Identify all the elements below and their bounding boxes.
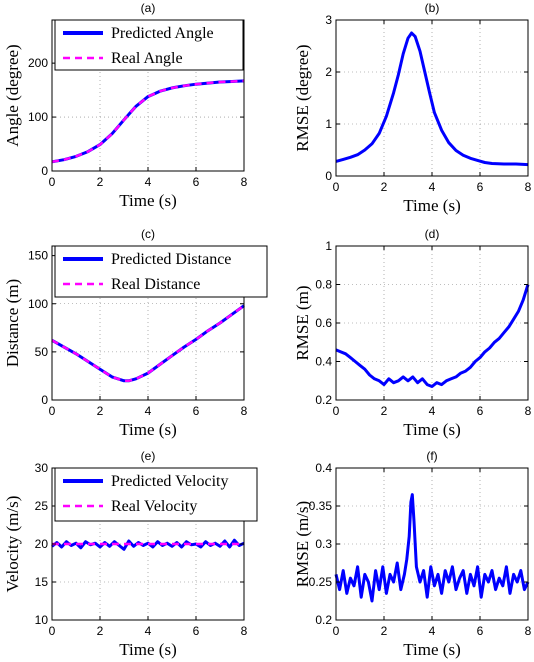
x-tick-label: 2 [97, 624, 104, 638]
y-axis-label: Velocity (m/s) [3, 496, 22, 593]
x-tick-label: 4 [429, 624, 436, 638]
series-real-line [51, 79, 245, 163]
panel-letter: (a) [141, 1, 156, 15]
x-axis-label: Time (s) [119, 420, 176, 439]
x-tick-label: 8 [241, 624, 248, 638]
x-tick-label: 0 [333, 404, 340, 418]
legend: Predicted Angle Real Angle [54, 19, 244, 71]
y-tick-label: 0.4 [315, 355, 332, 369]
y-tick-label: 2 [325, 65, 332, 79]
legend-entry: Real Angle [111, 50, 183, 67]
legend-entry: Real Distance [111, 276, 200, 293]
panel-letter: (c) [141, 227, 155, 241]
y-tick-label: 0 [325, 169, 332, 183]
legend-box [54, 467, 258, 522]
x-tick-label: 8 [241, 404, 248, 418]
x-tick-label: 2 [381, 624, 388, 638]
x-tick-label: 4 [429, 180, 436, 194]
legend-entry: Predicted Distance [111, 251, 231, 268]
x-tick-label: 2 [97, 175, 104, 189]
x-tick-label: 4 [145, 175, 152, 189]
y-tick-label: 15 [35, 575, 49, 589]
x-tick-label: 8 [525, 624, 532, 638]
panel-letter: (d) [425, 227, 440, 241]
panel-letter: (f) [426, 449, 437, 463]
y-tick-label: 0 [41, 393, 48, 407]
series-real-line [51, 304, 245, 382]
x-tick-label: 4 [145, 404, 152, 418]
legend-entry: Real Velocity [111, 498, 197, 515]
x-tick-label: 6 [193, 175, 200, 189]
panel-5: 0 2 4 6 8 10 15 20 25 30 (e) Time (s) Velocity (m/s)… [3, 449, 258, 659]
series-predicted-line [335, 284, 530, 388]
legend: Predicted Distance Real Distance [54, 245, 268, 298]
panel-3: 0 2 4 6 8 0 50 100 150 (c) Time (s) Distance (m) Pre… [3, 227, 268, 439]
y-tick-label: 0 [41, 164, 48, 178]
y-tick-label: 0.3 [315, 537, 332, 551]
y-tick-label: 3 [325, 13, 332, 27]
x-tick-label: 4 [145, 624, 152, 638]
legend-entry: Predicted Angle [111, 25, 214, 42]
y-tick-label: 50 [35, 345, 49, 359]
x-axis-label: Time (s) [119, 640, 176, 659]
panel-letter: (b) [425, 1, 440, 15]
panel-4: 0 2 4 6 8 0.2 0.4 0.6 0.8 1 (d) Time (s) RMSE (m) [293, 227, 532, 439]
y-axis-label: Distance (m) [3, 279, 22, 367]
x-tick-label: 2 [381, 404, 388, 418]
x-axis-label: Time (s) [403, 640, 460, 659]
x-tick-label: 6 [477, 180, 484, 194]
x-tick-label: 8 [525, 180, 532, 194]
y-tick-label: 0.2 [315, 393, 332, 407]
x-tick-label: 6 [477, 404, 484, 418]
x-tick-label: 0 [333, 624, 340, 638]
x-axis-label: Time (s) [403, 420, 460, 439]
y-tick-label: 1 [325, 117, 332, 131]
legend-entry: Predicted Velocity [111, 473, 228, 490]
series-predicted-line [335, 31, 529, 167]
x-axis-label: Time (s) [119, 191, 176, 210]
y-tick-label: 100 [28, 110, 48, 124]
y-tick-label: 0.25 [309, 575, 333, 589]
y-tick-label: 25 [35, 499, 49, 513]
x-tick-label: 0 [333, 180, 340, 194]
y-tick-label: 100 [28, 297, 48, 311]
legend: Predicted Velocity Real Velocity [54, 467, 258, 522]
y-tick-label: 0.6 [315, 316, 332, 330]
y-tick-label: 150 [28, 249, 48, 263]
x-tick-label: 6 [193, 404, 200, 418]
y-tick-label: 20 [35, 537, 49, 551]
y-tick-label: 0.35 [309, 499, 333, 513]
x-tick-label: 6 [477, 624, 484, 638]
x-tick-label: 8 [525, 404, 532, 418]
x-axis-label: Time (s) [403, 196, 460, 215]
x-tick-label: 4 [429, 404, 436, 418]
panel-letter: (e) [141, 449, 156, 463]
y-tick-label: 0.2 [315, 613, 332, 627]
y-tick-label: 0.8 [315, 278, 332, 292]
x-tick-label: 0 [49, 624, 56, 638]
x-tick-label: 0 [49, 175, 56, 189]
series-predicted-line [334, 493, 530, 603]
y-axis-label: RMSE (m/s) [293, 501, 312, 587]
x-tick-label: 0 [49, 404, 56, 418]
legend-box [54, 19, 244, 71]
y-tick-label: 0.4 [315, 461, 332, 475]
y-tick-label: 30 [35, 461, 49, 475]
y-tick-label: 200 [28, 56, 48, 70]
x-tick-label: 8 [241, 175, 248, 189]
x-tick-label: 2 [381, 180, 388, 194]
panel-6: 0 2 4 6 8 0.2 0.25 0.3 0.35 0.4 (f) Time (s) RMSE (m… [293, 449, 532, 659]
panel-1: 0 2 4 6 8 0 100 200 (a) Time (s) Angle (degree) Pre… [3, 1, 248, 210]
y-axis-label: Angle (degree) [3, 44, 22, 146]
x-tick-label: 2 [97, 404, 104, 418]
y-axis-label: RMSE (m) [293, 285, 312, 360]
panel-2: 0 2 4 6 8 0 1 2 3 (b) Time (s) RMSE (degree) [293, 1, 532, 215]
y-tick-label: 10 [35, 613, 49, 627]
y-axis-label: RMSE (degree) [293, 44, 312, 151]
legend-box [54, 245, 268, 298]
y-tick-label: 1 [325, 239, 332, 253]
x-tick-label: 6 [193, 624, 200, 638]
